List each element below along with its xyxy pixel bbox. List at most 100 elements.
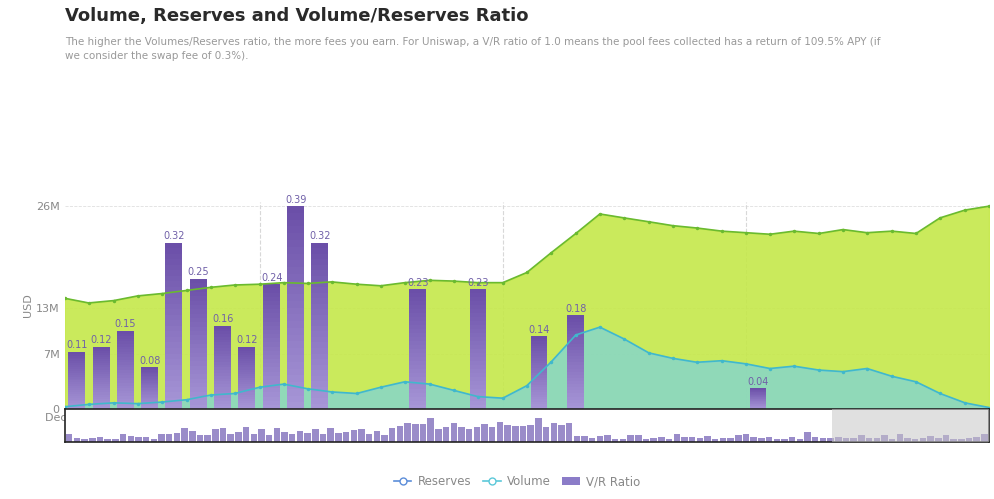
Bar — [93, 384, 110, 386]
Bar — [596, 436, 603, 442]
Bar — [789, 437, 795, 442]
Bar — [481, 424, 488, 442]
Bar — [666, 439, 672, 442]
Bar — [749, 408, 766, 409]
Bar — [531, 407, 547, 409]
Bar — [93, 365, 110, 367]
Bar — [311, 381, 328, 387]
Bar — [568, 397, 584, 400]
Bar — [141, 401, 158, 402]
Bar — [958, 440, 964, 442]
Bar — [311, 248, 328, 253]
Bar — [469, 293, 486, 297]
Bar — [559, 425, 565, 442]
Bar — [215, 401, 231, 404]
Text: 0.32: 0.32 — [163, 231, 185, 241]
Bar — [311, 276, 328, 281]
Bar — [263, 384, 280, 388]
Bar — [568, 381, 584, 384]
Text: 0.04: 0.04 — [747, 377, 768, 387]
Bar — [141, 381, 158, 383]
Bar — [312, 429, 318, 442]
Bar — [215, 406, 231, 409]
Bar — [469, 301, 486, 305]
Bar — [469, 373, 486, 377]
Bar — [215, 342, 231, 345]
Bar — [758, 438, 764, 442]
Bar — [141, 392, 158, 394]
Bar — [190, 309, 207, 314]
Text: 0.16: 0.16 — [212, 314, 234, 324]
Bar — [69, 373, 84, 375]
Bar — [311, 265, 328, 270]
Bar — [469, 309, 486, 313]
Bar — [343, 432, 349, 442]
Bar — [843, 438, 849, 442]
Bar — [263, 317, 280, 322]
Bar — [287, 375, 304, 382]
Bar — [141, 397, 158, 398]
Bar — [165, 387, 182, 392]
Bar — [263, 363, 280, 367]
Bar — [728, 439, 734, 442]
Bar — [287, 247, 304, 253]
Bar — [263, 342, 280, 347]
Bar — [190, 374, 207, 379]
Bar — [239, 386, 255, 388]
Bar — [469, 401, 486, 405]
Bar — [635, 435, 641, 442]
Bar — [189, 431, 196, 442]
Bar — [327, 428, 334, 442]
Bar — [263, 326, 280, 330]
Bar — [239, 399, 255, 401]
Bar — [749, 388, 766, 389]
Bar — [239, 382, 255, 384]
Bar — [93, 399, 110, 401]
Bar — [263, 330, 280, 334]
Bar — [165, 381, 182, 387]
Bar — [117, 407, 134, 409]
Bar — [117, 388, 134, 391]
Bar — [239, 363, 255, 365]
Bar — [112, 440, 118, 442]
Bar — [736, 435, 742, 442]
Bar — [228, 434, 234, 442]
Bar — [568, 390, 584, 394]
Bar — [311, 404, 328, 409]
Bar — [69, 379, 84, 380]
Bar — [69, 377, 84, 379]
Bar — [410, 385, 426, 389]
Bar — [469, 385, 486, 389]
Bar — [190, 331, 207, 335]
Bar — [287, 267, 304, 274]
Bar — [469, 365, 486, 369]
Bar — [287, 402, 304, 409]
Bar — [215, 329, 231, 331]
Bar — [568, 384, 584, 387]
Bar — [263, 405, 280, 409]
Bar — [619, 439, 626, 442]
Bar — [304, 433, 311, 442]
Bar — [531, 360, 547, 363]
Bar — [520, 427, 526, 442]
Bar — [410, 313, 426, 317]
Bar — [781, 439, 787, 442]
Bar — [239, 353, 255, 355]
Bar — [141, 374, 158, 376]
Bar — [93, 403, 110, 405]
Text: 0.23: 0.23 — [467, 278, 489, 288]
Bar — [287, 253, 304, 260]
Bar — [543, 427, 550, 442]
Bar — [181, 429, 188, 442]
Bar — [165, 243, 182, 248]
Bar — [410, 301, 426, 305]
Bar — [405, 423, 411, 442]
Bar — [905, 438, 911, 442]
Bar — [117, 367, 134, 370]
Bar — [749, 403, 766, 404]
Bar — [589, 439, 595, 442]
Bar — [93, 363, 110, 365]
Bar — [117, 386, 134, 388]
Bar — [141, 386, 158, 387]
Bar — [568, 318, 584, 322]
